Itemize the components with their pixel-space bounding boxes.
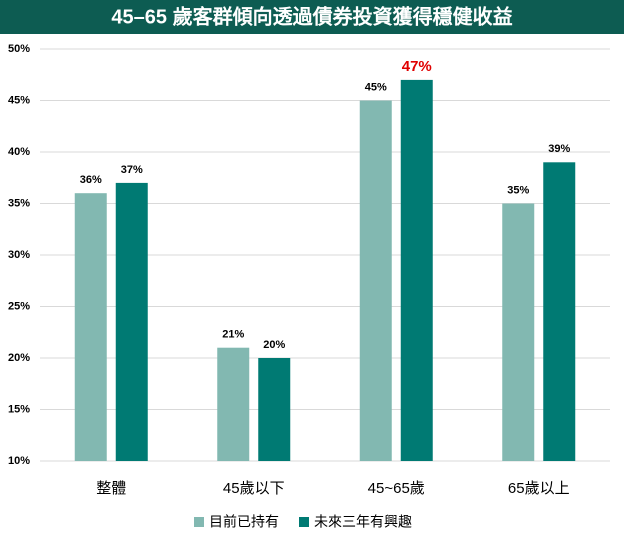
bar — [217, 347, 250, 461]
y-tick-label: 10% — [8, 455, 30, 467]
x-tick-label: 45歲以下 — [223, 480, 285, 497]
y-tick-label: 40% — [8, 146, 30, 158]
bar — [359, 100, 392, 461]
value-label: 36% — [80, 174, 102, 186]
value-label: 35% — [507, 184, 529, 196]
legend-swatch — [194, 517, 204, 527]
chart-title: 45–65 歲客群傾向透過債券投資獲得穩健收益 — [111, 4, 512, 28]
bar — [74, 193, 107, 461]
bar — [258, 358, 291, 461]
bar — [400, 79, 433, 462]
value-label: 21% — [222, 329, 244, 341]
y-tick-label: 35% — [8, 197, 30, 209]
bar — [543, 162, 576, 462]
x-tick-label: 45~65歲 — [368, 480, 425, 497]
y-tick-label: 25% — [8, 300, 30, 312]
y-tick-label: 45% — [8, 94, 30, 106]
y-tick-label: 20% — [8, 352, 30, 364]
title-bar — [0, 0, 624, 34]
bar — [115, 182, 148, 461]
value-label: 47% — [402, 58, 432, 75]
legend-label: 目前已持有 — [209, 514, 279, 530]
y-tick-label: 50% — [8, 43, 30, 55]
y-tick-label: 30% — [8, 249, 30, 261]
value-label: 45% — [365, 81, 387, 93]
bar — [502, 203, 535, 461]
legend-label: 未來三年有興趣 — [314, 514, 412, 530]
x-tick-label: 整體 — [96, 480, 126, 497]
y-tick-label: 15% — [8, 403, 30, 415]
value-label: 20% — [263, 339, 285, 351]
value-label: 39% — [548, 143, 570, 155]
value-label: 37% — [121, 164, 143, 176]
legend-swatch — [299, 517, 309, 527]
x-tick-label: 65歲以上 — [508, 480, 570, 497]
